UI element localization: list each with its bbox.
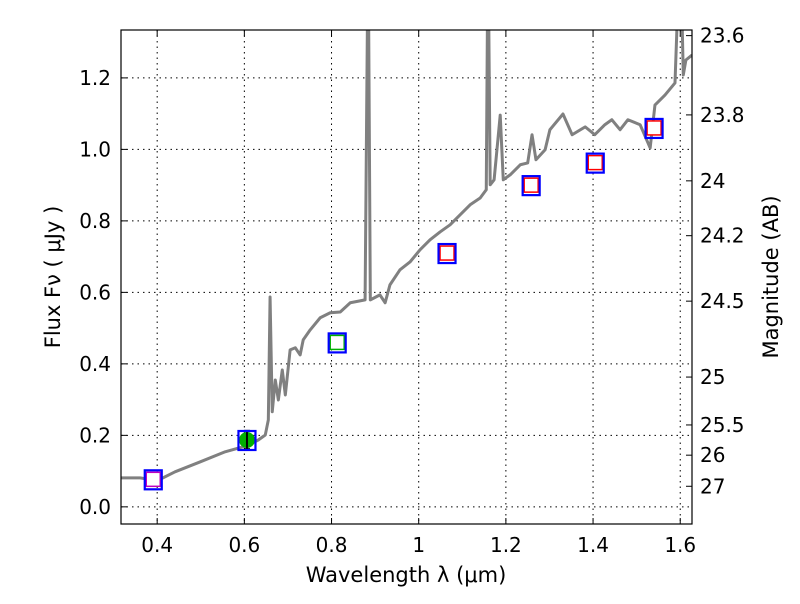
model-photometry-square <box>329 334 345 351</box>
model-photometry-square <box>145 471 162 488</box>
right-tick-label: 24 <box>700 169 725 193</box>
model-photometry-square <box>587 154 603 171</box>
x-axis-label: Wavelength λ (μm) <box>306 563 507 587</box>
observed-photometry-square <box>521 175 541 197</box>
y-axis-label: Flux Fν ( μJy ) <box>41 206 65 349</box>
observed-photometry-square <box>585 152 605 174</box>
y-tick-label: 1.0 <box>79 137 111 161</box>
y-tick-label: 1.2 <box>79 66 111 90</box>
right-tick-label: 24.2 <box>700 224 745 248</box>
right-tick-label: 25.5 <box>700 413 745 437</box>
right-tick-label: 27 <box>700 474 725 498</box>
x-tick-label: 0.6 <box>228 533 260 557</box>
x-tick-label: 1.6 <box>664 533 696 557</box>
observed-photometry-square <box>644 117 664 140</box>
observed-photometry-square <box>437 242 457 265</box>
axis-ticks: 0.4 0.6 0.8 1 1.2 1.4 1.6 0.0 0.2 0.4 0.6 0.8 1.0 1.2… <box>79 24 744 557</box>
right-tick-label: 23.8 <box>700 103 745 127</box>
x-tick-label: 1 <box>412 533 425 557</box>
right-axis-label: Magnitude (AB) <box>759 195 783 358</box>
spectrum-line <box>121 30 692 483</box>
y-tick-label: 0.2 <box>79 423 111 447</box>
right-tick-label: 24.5 <box>700 289 745 313</box>
observed-photometry-square <box>327 332 347 354</box>
y-tick-label: 0.0 <box>79 495 111 519</box>
x-tick-label: 0.4 <box>141 533 173 557</box>
right-tick-label: 23.6 <box>700 24 745 48</box>
plot-area <box>121 30 692 491</box>
x-tick-label: 0.8 <box>316 533 348 557</box>
model-photometry-square <box>439 245 455 261</box>
x-tick-label: 1.2 <box>490 533 522 557</box>
plot-series <box>121 30 692 491</box>
observed-photometry-square <box>143 469 163 491</box>
model-photometry-square <box>646 120 662 136</box>
y-tick-label: 0.4 <box>79 352 111 376</box>
model-photometry-square <box>523 177 539 193</box>
right-tick-label: 25 <box>700 365 725 389</box>
observed-photometry-square <box>237 429 257 452</box>
grid-lines <box>121 30 692 524</box>
y-tick-label: 0.8 <box>79 209 111 233</box>
x-tick-label: 1.4 <box>577 533 609 557</box>
right-tick-label: 26 <box>700 443 725 467</box>
y-tick-label: 0.6 <box>79 280 111 304</box>
plot-frame <box>120 29 693 525</box>
